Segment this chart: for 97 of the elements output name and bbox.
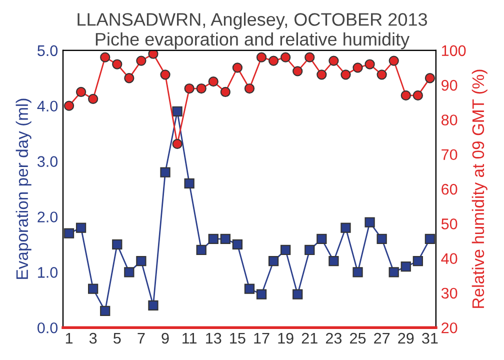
point bbox=[244, 83, 255, 94]
point bbox=[388, 56, 399, 66]
y2-tick-label: 40 bbox=[441, 253, 458, 264]
point bbox=[256, 52, 267, 62]
point bbox=[196, 83, 206, 94]
point bbox=[376, 70, 387, 80]
point bbox=[400, 262, 411, 272]
point bbox=[328, 256, 339, 266]
point bbox=[172, 106, 182, 116]
point bbox=[376, 234, 387, 244]
y2-tick-label: 30 bbox=[441, 288, 458, 299]
point bbox=[172, 138, 182, 150]
point bbox=[340, 222, 351, 233]
y2-tick-label: 80 bbox=[441, 114, 458, 126]
x-tick-label: 3 bbox=[89, 332, 97, 344]
y-axis-title: Evaporation per day (ml) bbox=[16, 98, 32, 279]
x-tick-label: 5 bbox=[114, 333, 121, 344]
point bbox=[364, 217, 375, 228]
y2-tick-label: 90 bbox=[442, 80, 458, 91]
x-tick-label: 31 bbox=[422, 332, 438, 344]
point bbox=[280, 244, 291, 256]
x-tick-label: 25 bbox=[350, 332, 366, 344]
point bbox=[184, 83, 194, 94]
y-tick-label: 4.0 bbox=[37, 100, 58, 112]
point bbox=[316, 234, 327, 244]
point bbox=[88, 94, 98, 104]
y2-tick-label: 100 bbox=[442, 45, 466, 56]
y2-tick-label: 60 bbox=[442, 184, 458, 195]
point bbox=[148, 50, 158, 59]
point bbox=[76, 86, 86, 98]
x-tick-label: 9 bbox=[162, 332, 169, 344]
point bbox=[244, 284, 255, 294]
point bbox=[64, 228, 74, 238]
point bbox=[220, 234, 230, 244]
y-tick-label: 2.0 bbox=[38, 212, 58, 222]
point bbox=[160, 167, 170, 178]
x-tick-label: 1 bbox=[66, 333, 73, 344]
point bbox=[220, 86, 230, 98]
point bbox=[112, 59, 122, 70]
x-tick-label: 13 bbox=[206, 332, 222, 344]
point bbox=[340, 70, 351, 80]
y-tick-label: 1.0 bbox=[38, 267, 58, 278]
point bbox=[328, 56, 339, 66]
point bbox=[76, 222, 86, 233]
point bbox=[256, 289, 267, 300]
point bbox=[148, 300, 158, 310]
point bbox=[268, 256, 279, 266]
y2-tick-label: 70 bbox=[442, 149, 458, 160]
x-tick-label: 29 bbox=[398, 332, 414, 344]
point bbox=[100, 306, 110, 316]
point bbox=[112, 239, 122, 250]
y-tick-label: 5.0 bbox=[38, 45, 58, 56]
point bbox=[268, 56, 279, 66]
x-tick-label: 11 bbox=[182, 333, 197, 344]
point bbox=[424, 73, 436, 84]
point bbox=[136, 256, 146, 266]
point bbox=[124, 267, 134, 278]
x-tick-label: 19 bbox=[278, 332, 294, 344]
point bbox=[400, 90, 411, 101]
point bbox=[208, 76, 218, 87]
chart-title: LLANSADWRN, Anglesey, OCTOBER 2013 bbox=[78, 12, 427, 30]
x-tick-label: 21 bbox=[302, 332, 318, 344]
point bbox=[304, 244, 315, 256]
point bbox=[424, 234, 436, 244]
y2-tick-label: 50 bbox=[441, 218, 458, 230]
point bbox=[292, 289, 303, 300]
y2-tick-label: 20 bbox=[442, 322, 458, 334]
point bbox=[160, 70, 170, 80]
point bbox=[124, 73, 134, 84]
x-tick-label: 17 bbox=[254, 333, 270, 344]
point bbox=[352, 62, 363, 73]
point bbox=[364, 59, 375, 70]
x-tick-label: 23 bbox=[326, 332, 342, 344]
x-tick-label: 15 bbox=[230, 333, 246, 344]
point bbox=[388, 267, 399, 278]
point bbox=[316, 70, 327, 80]
point bbox=[136, 56, 146, 66]
y-tick-label: 0.0 bbox=[38, 322, 58, 334]
point bbox=[232, 239, 243, 250]
point bbox=[184, 178, 194, 189]
point bbox=[88, 284, 98, 294]
chart-subtitle: Piche evaporation and relative humidity bbox=[96, 32, 410, 50]
point bbox=[280, 52, 291, 62]
x-tick-label: 7 bbox=[138, 333, 145, 344]
point bbox=[352, 267, 363, 278]
y2-axis-title: Relative humidity at 09 GMT (%) bbox=[472, 70, 488, 308]
point bbox=[292, 66, 303, 76]
point bbox=[208, 234, 218, 244]
point bbox=[196, 244, 206, 256]
x-tick-label: 27 bbox=[374, 332, 390, 344]
point bbox=[304, 52, 315, 62]
point bbox=[100, 52, 110, 62]
point bbox=[232, 62, 243, 73]
point bbox=[412, 256, 423, 266]
point bbox=[412, 90, 423, 101]
y-tick-label: 3.0 bbox=[37, 156, 58, 167]
point bbox=[64, 100, 74, 111]
